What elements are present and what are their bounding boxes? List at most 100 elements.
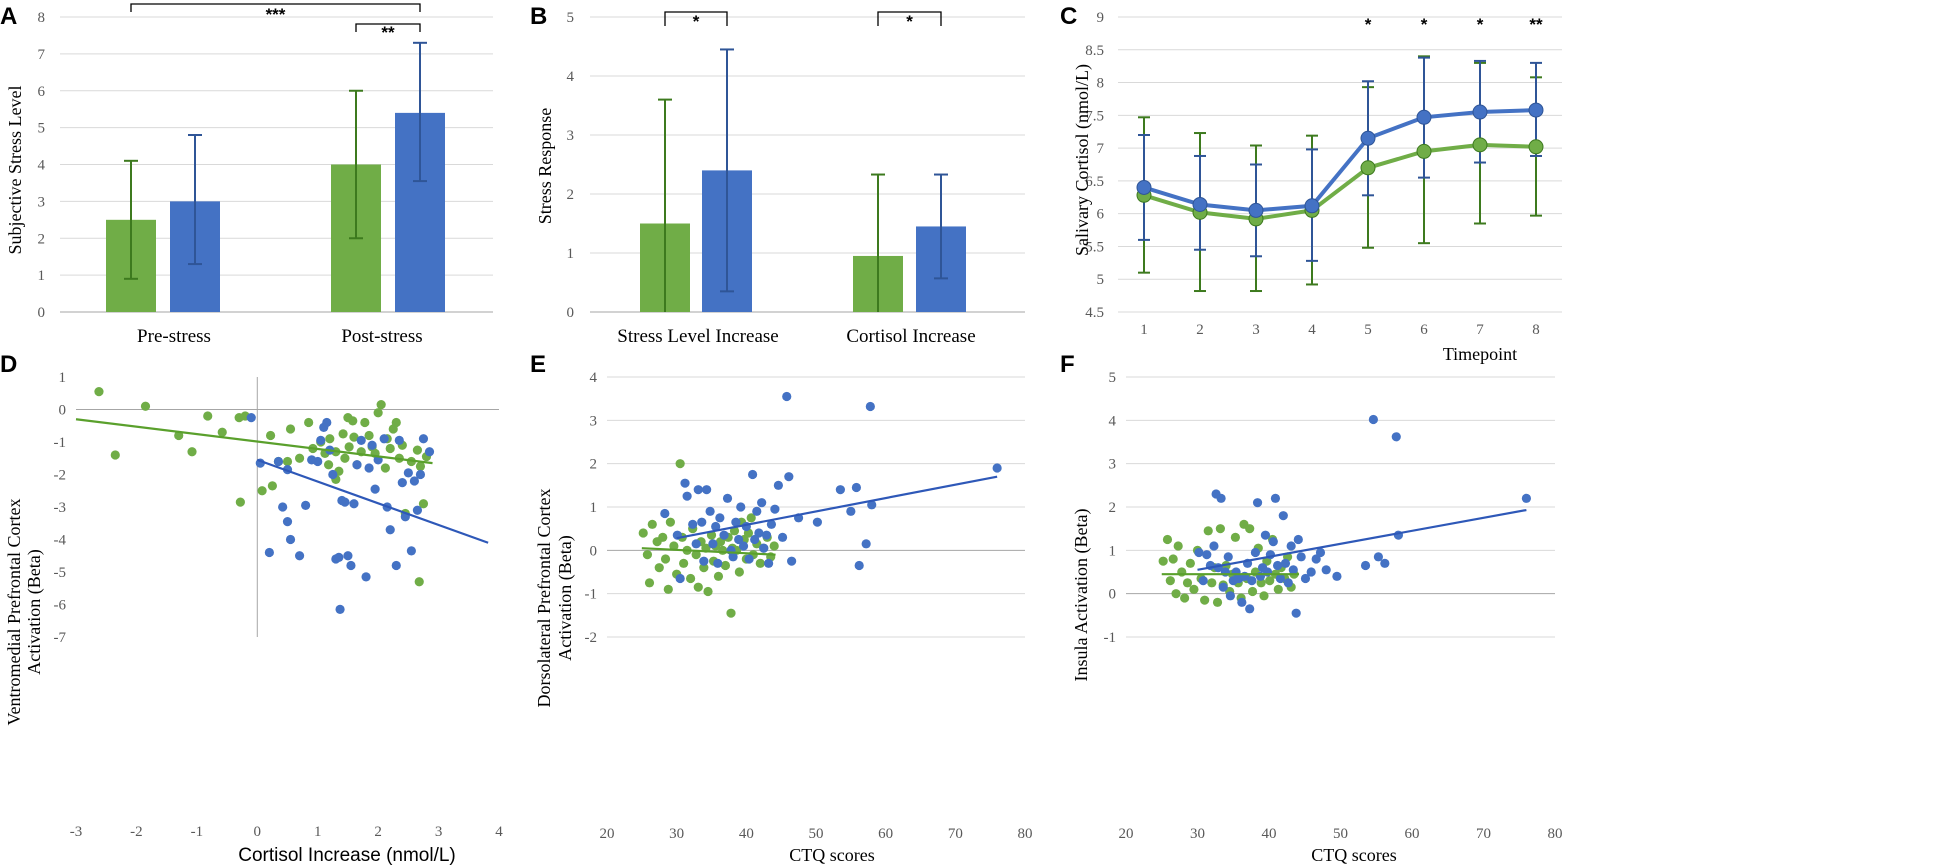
y-tick-labels: 4.5 5 5.5 6 6.5 7 7.5 8 8.5 9	[1085, 10, 1104, 321]
y-tick-label: 1	[590, 500, 598, 516]
scatter-point-blue	[764, 558, 774, 568]
scatter-point-blue	[1202, 550, 1212, 560]
x-tick-label: 30	[1190, 826, 1205, 842]
y-axis-label: Subjective Stress Level	[5, 86, 25, 255]
scatter-point-green	[391, 417, 401, 428]
significance-bracket	[664, 11, 728, 26]
scatter-point-blue	[1373, 552, 1383, 562]
significance-star: *	[1365, 15, 1372, 34]
scatter-point-green	[1259, 591, 1269, 601]
y-tick-labels: 0 1 2 3 4 5	[567, 10, 575, 321]
y-tick-label: 6.5	[1085, 174, 1104, 190]
scatter-point-blue	[1391, 432, 1401, 442]
scatter-point-blue	[1216, 493, 1226, 503]
scatter-point-green	[203, 411, 213, 421]
scatter-point-blue	[1209, 541, 1219, 551]
panel-label-b: B	[530, 3, 547, 30]
x-tick-label: 20	[1119, 826, 1134, 842]
y-tick-label: -6	[54, 598, 67, 614]
scatter-point-blue	[697, 517, 707, 527]
scatter-point-green	[325, 434, 335, 444]
scatter-point-blue	[1283, 578, 1293, 588]
scatter-point-green	[265, 430, 276, 441]
scatter-point-blue	[1275, 573, 1286, 584]
y-tick-label: -3	[54, 500, 67, 516]
scatter-point-green	[1173, 541, 1183, 551]
scatter-point-green	[658, 532, 668, 542]
scatter-point-blue	[278, 502, 288, 512]
x-tick-label: -2	[130, 824, 143, 840]
scatter-point-blue	[728, 552, 738, 562]
x-tick-label: -3	[70, 824, 83, 840]
scatter-point-green	[691, 550, 701, 560]
x-tick-label: 20	[600, 826, 615, 842]
y-tick-label: 5.5	[1085, 239, 1104, 255]
y-tick-label: -1	[54, 435, 67, 451]
scatter-point-blue	[1293, 534, 1303, 545]
scatter-point-blue	[782, 391, 792, 402]
scatter-point-blue	[708, 539, 718, 549]
scatter-point-green	[755, 558, 765, 568]
y-tick-label: 8	[38, 10, 46, 26]
y-tick-label: 4	[1109, 413, 1117, 429]
line-marker-blue	[1360, 130, 1376, 146]
scatter-point-blue	[719, 530, 729, 540]
significance-stars: ***	[266, 5, 286, 24]
line-marker-green	[1472, 137, 1488, 153]
scatter-point-green	[348, 416, 358, 426]
scatter-point-blue	[301, 500, 311, 510]
y-tick-label: 5	[38, 121, 46, 137]
x-tick-label: 5	[1364, 322, 1372, 338]
x-tick-label: 50	[1333, 826, 1348, 842]
scatter-point-blue	[349, 499, 359, 509]
y-tick-label: 1	[38, 268, 46, 284]
scatter-point-green	[340, 453, 350, 463]
scatter-point-green	[769, 541, 779, 551]
y-tick-label: -4	[54, 533, 67, 549]
scatter-point-green	[1215, 524, 1225, 534]
scatter-point-blue	[759, 543, 769, 553]
scatter-point-green	[654, 563, 664, 573]
y-tick-label: 2	[567, 187, 575, 203]
y-tick-label: -2	[585, 630, 598, 646]
scatter-point-green	[257, 486, 267, 496]
scatter-point-blue	[1272, 560, 1283, 571]
y-tick-label: 6	[1097, 207, 1105, 223]
scatter-point-blue	[702, 485, 712, 495]
y-tick-label: 4	[590, 370, 598, 386]
y-tick-label: 3	[1109, 457, 1117, 473]
line-series-green	[1143, 142, 1537, 221]
scatter-point-green	[1180, 593, 1190, 603]
scatter-point-blue	[340, 497, 350, 507]
x-tick-label: 40	[1262, 826, 1277, 842]
scatter-point-blue	[1368, 414, 1378, 425]
scatter-point-blue	[1300, 573, 1311, 584]
scatter-point-blue	[680, 478, 690, 488]
scatter-point-blue	[361, 572, 371, 582]
scatter-point-green	[373, 408, 383, 418]
scatter-point-blue	[1270, 493, 1281, 503]
trend-line-blue	[676, 475, 998, 540]
scatter-point-green	[338, 429, 348, 439]
scatter-point-blue	[316, 435, 326, 445]
x-tick-label: 4	[1308, 322, 1316, 338]
scatter-point-green	[693, 582, 703, 592]
scatter-point-green	[418, 499, 429, 509]
scatter-point-green	[642, 550, 653, 560]
scatter-point-blue	[713, 558, 723, 568]
grid-lines	[1126, 376, 1555, 638]
x-axis-label: Cortisol Increase (nmol/L)	[238, 845, 456, 865]
y-tick-label: 2	[1109, 500, 1117, 516]
y-tick-label: 7	[38, 47, 46, 63]
scatter-point-blue	[418, 434, 429, 444]
scatter-point-blue	[738, 541, 749, 551]
scatter-point-blue	[705, 506, 715, 516]
y-tick-labels: -7 -6 -5 -4 -3 -2 -1 0 1	[54, 370, 67, 646]
x-tick-labels: -3 -2 -1 0 1 2 3 4	[70, 824, 504, 840]
scatter-point-blue	[379, 434, 389, 444]
scatter-point-green	[360, 417, 370, 428]
scatter-point-green	[1171, 589, 1181, 599]
panel-f-scatter-plot: F -1 0 1 2 3 4 5 20 30 40 50 60 70 80 CTQ scores Ins…	[1060, 351, 1563, 865]
scatter-point-green	[734, 567, 744, 577]
